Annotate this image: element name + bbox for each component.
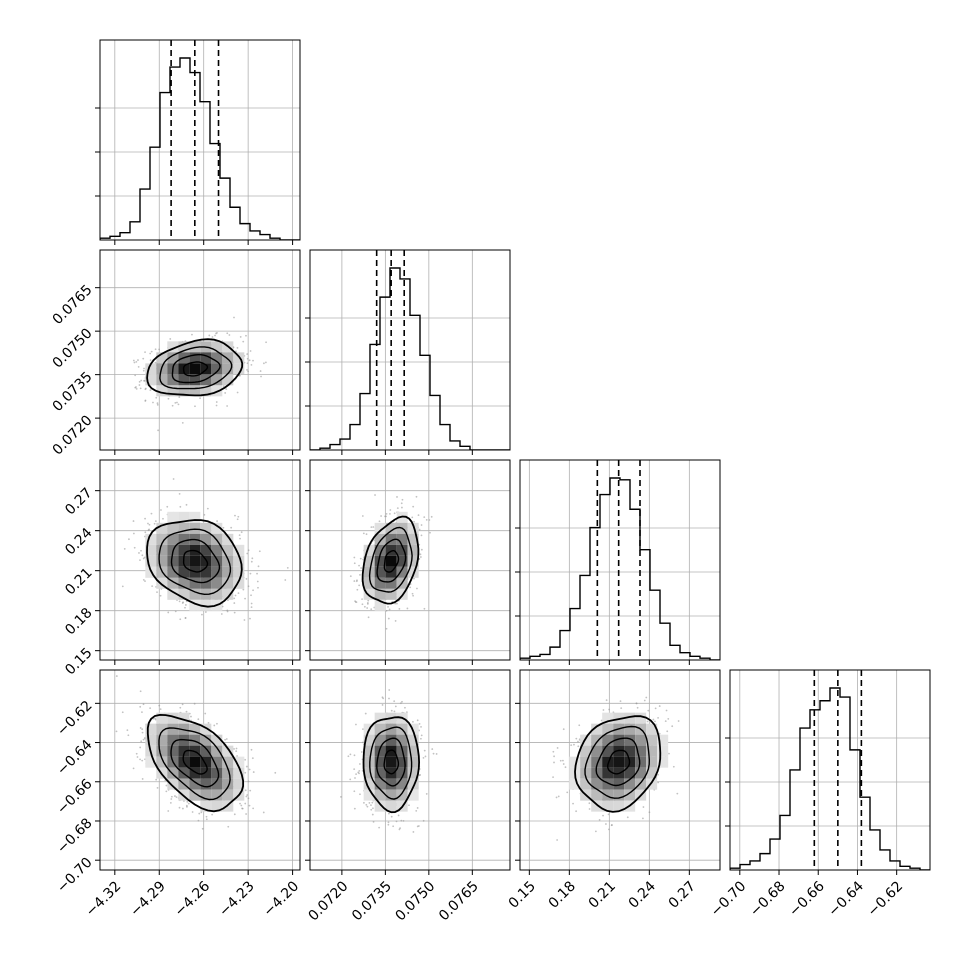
gridlines [100,40,300,240]
contours [146,713,244,813]
panel-frame [729,669,931,871]
gridlines [730,670,930,870]
panel-frame [309,669,511,871]
contour-level [159,346,233,390]
panel-frame [519,669,721,871]
contour-level [368,526,413,593]
contour-level [383,550,400,573]
density-cells [363,712,419,812]
contour-level [383,749,400,775]
contour-level [158,727,231,801]
contour-level [362,716,421,814]
contour-level [182,549,209,573]
contour-level [146,338,244,397]
contours [574,715,662,813]
histogram-p3 [730,687,930,870]
gridlines [100,460,300,660]
panel-p1-p1 [305,249,511,455]
panel-p2-p1 [305,459,511,665]
gridlines [520,670,720,870]
contour-level [146,519,243,608]
panel-frame [99,249,301,451]
gridlines [310,250,510,450]
contour-level [361,515,420,605]
histogram-p2 [520,477,720,660]
panel-frame [99,39,301,241]
contour-level [584,725,651,799]
contours [146,338,244,397]
contours [361,515,420,605]
gridlines [310,460,510,660]
contour-level [182,749,208,775]
contour-level [182,361,209,377]
contour-level [158,528,232,596]
contour-level [170,738,220,788]
contour-level [595,737,641,787]
contour-level [376,538,407,583]
contour-level [171,354,221,384]
contour-level [170,538,221,584]
panel-frame [99,669,301,871]
contour-level [606,749,631,775]
gridlines [310,670,510,870]
contours [146,519,243,608]
panel-frame [309,459,511,661]
panel-frame [99,459,301,661]
panel-p0-p0 [95,39,301,245]
panel-frame [519,459,721,661]
contour-level [146,713,244,813]
contour-level [376,737,406,787]
contours [362,716,421,814]
panel-frame [309,249,511,451]
panel-p2-p2 [515,459,721,665]
contour-level [369,726,413,800]
density-cells [569,712,669,812]
contour-level [574,715,662,813]
histogram-p1 [310,267,510,450]
